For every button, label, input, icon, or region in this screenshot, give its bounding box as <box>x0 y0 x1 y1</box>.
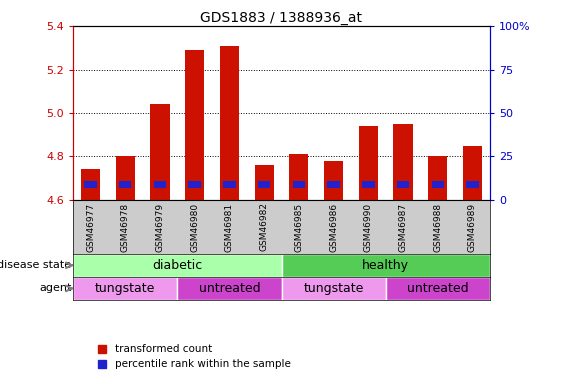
Text: GSM46982: GSM46982 <box>260 202 269 252</box>
Bar <box>220 46 239 200</box>
Bar <box>359 126 378 200</box>
Bar <box>84 182 97 188</box>
Text: untreated: untreated <box>199 282 260 295</box>
Bar <box>73 254 282 277</box>
Bar <box>254 165 274 200</box>
Bar <box>293 182 305 188</box>
Text: GSM46978: GSM46978 <box>121 202 129 252</box>
Bar <box>463 146 482 200</box>
Bar <box>150 104 169 200</box>
Text: GSM46986: GSM46986 <box>329 202 338 252</box>
Text: GSM46988: GSM46988 <box>434 202 442 252</box>
Text: GSM46977: GSM46977 <box>86 202 95 252</box>
Bar <box>394 124 413 200</box>
Bar <box>327 182 340 188</box>
Bar <box>177 277 282 300</box>
Text: tungstate: tungstate <box>303 282 364 295</box>
Text: GSM46987: GSM46987 <box>399 202 408 252</box>
Text: GSM46985: GSM46985 <box>294 202 303 252</box>
Text: GSM46979: GSM46979 <box>155 202 164 252</box>
Legend: transformed count, percentile rank within the sample: transformed count, percentile rank withi… <box>98 344 291 369</box>
Bar <box>289 154 309 200</box>
Bar <box>119 182 132 188</box>
Title: GDS1883 / 1388936_at: GDS1883 / 1388936_at <box>200 11 363 25</box>
Bar <box>258 182 270 188</box>
Bar <box>397 182 409 188</box>
Bar <box>154 182 166 188</box>
Bar <box>324 161 343 200</box>
Text: diabetic: diabetic <box>152 259 203 272</box>
Bar <box>428 156 447 200</box>
Text: agent: agent <box>39 284 72 293</box>
Text: healthy: healthy <box>362 259 409 272</box>
Bar <box>386 277 490 300</box>
Bar <box>116 156 135 200</box>
Text: tungstate: tungstate <box>95 282 155 295</box>
Text: untreated: untreated <box>407 282 468 295</box>
Text: GSM46980: GSM46980 <box>190 202 199 252</box>
Text: GSM46990: GSM46990 <box>364 202 373 252</box>
Bar <box>431 182 444 188</box>
Bar <box>185 50 204 200</box>
Bar <box>73 277 177 300</box>
Text: disease state: disease state <box>0 260 72 270</box>
Bar <box>466 182 479 188</box>
Bar <box>189 182 201 188</box>
Bar <box>362 182 374 188</box>
Text: GSM46989: GSM46989 <box>468 202 477 252</box>
Text: GSM46981: GSM46981 <box>225 202 234 252</box>
Bar <box>282 254 490 277</box>
Bar <box>81 170 100 200</box>
Bar <box>282 277 386 300</box>
Bar <box>223 182 236 188</box>
